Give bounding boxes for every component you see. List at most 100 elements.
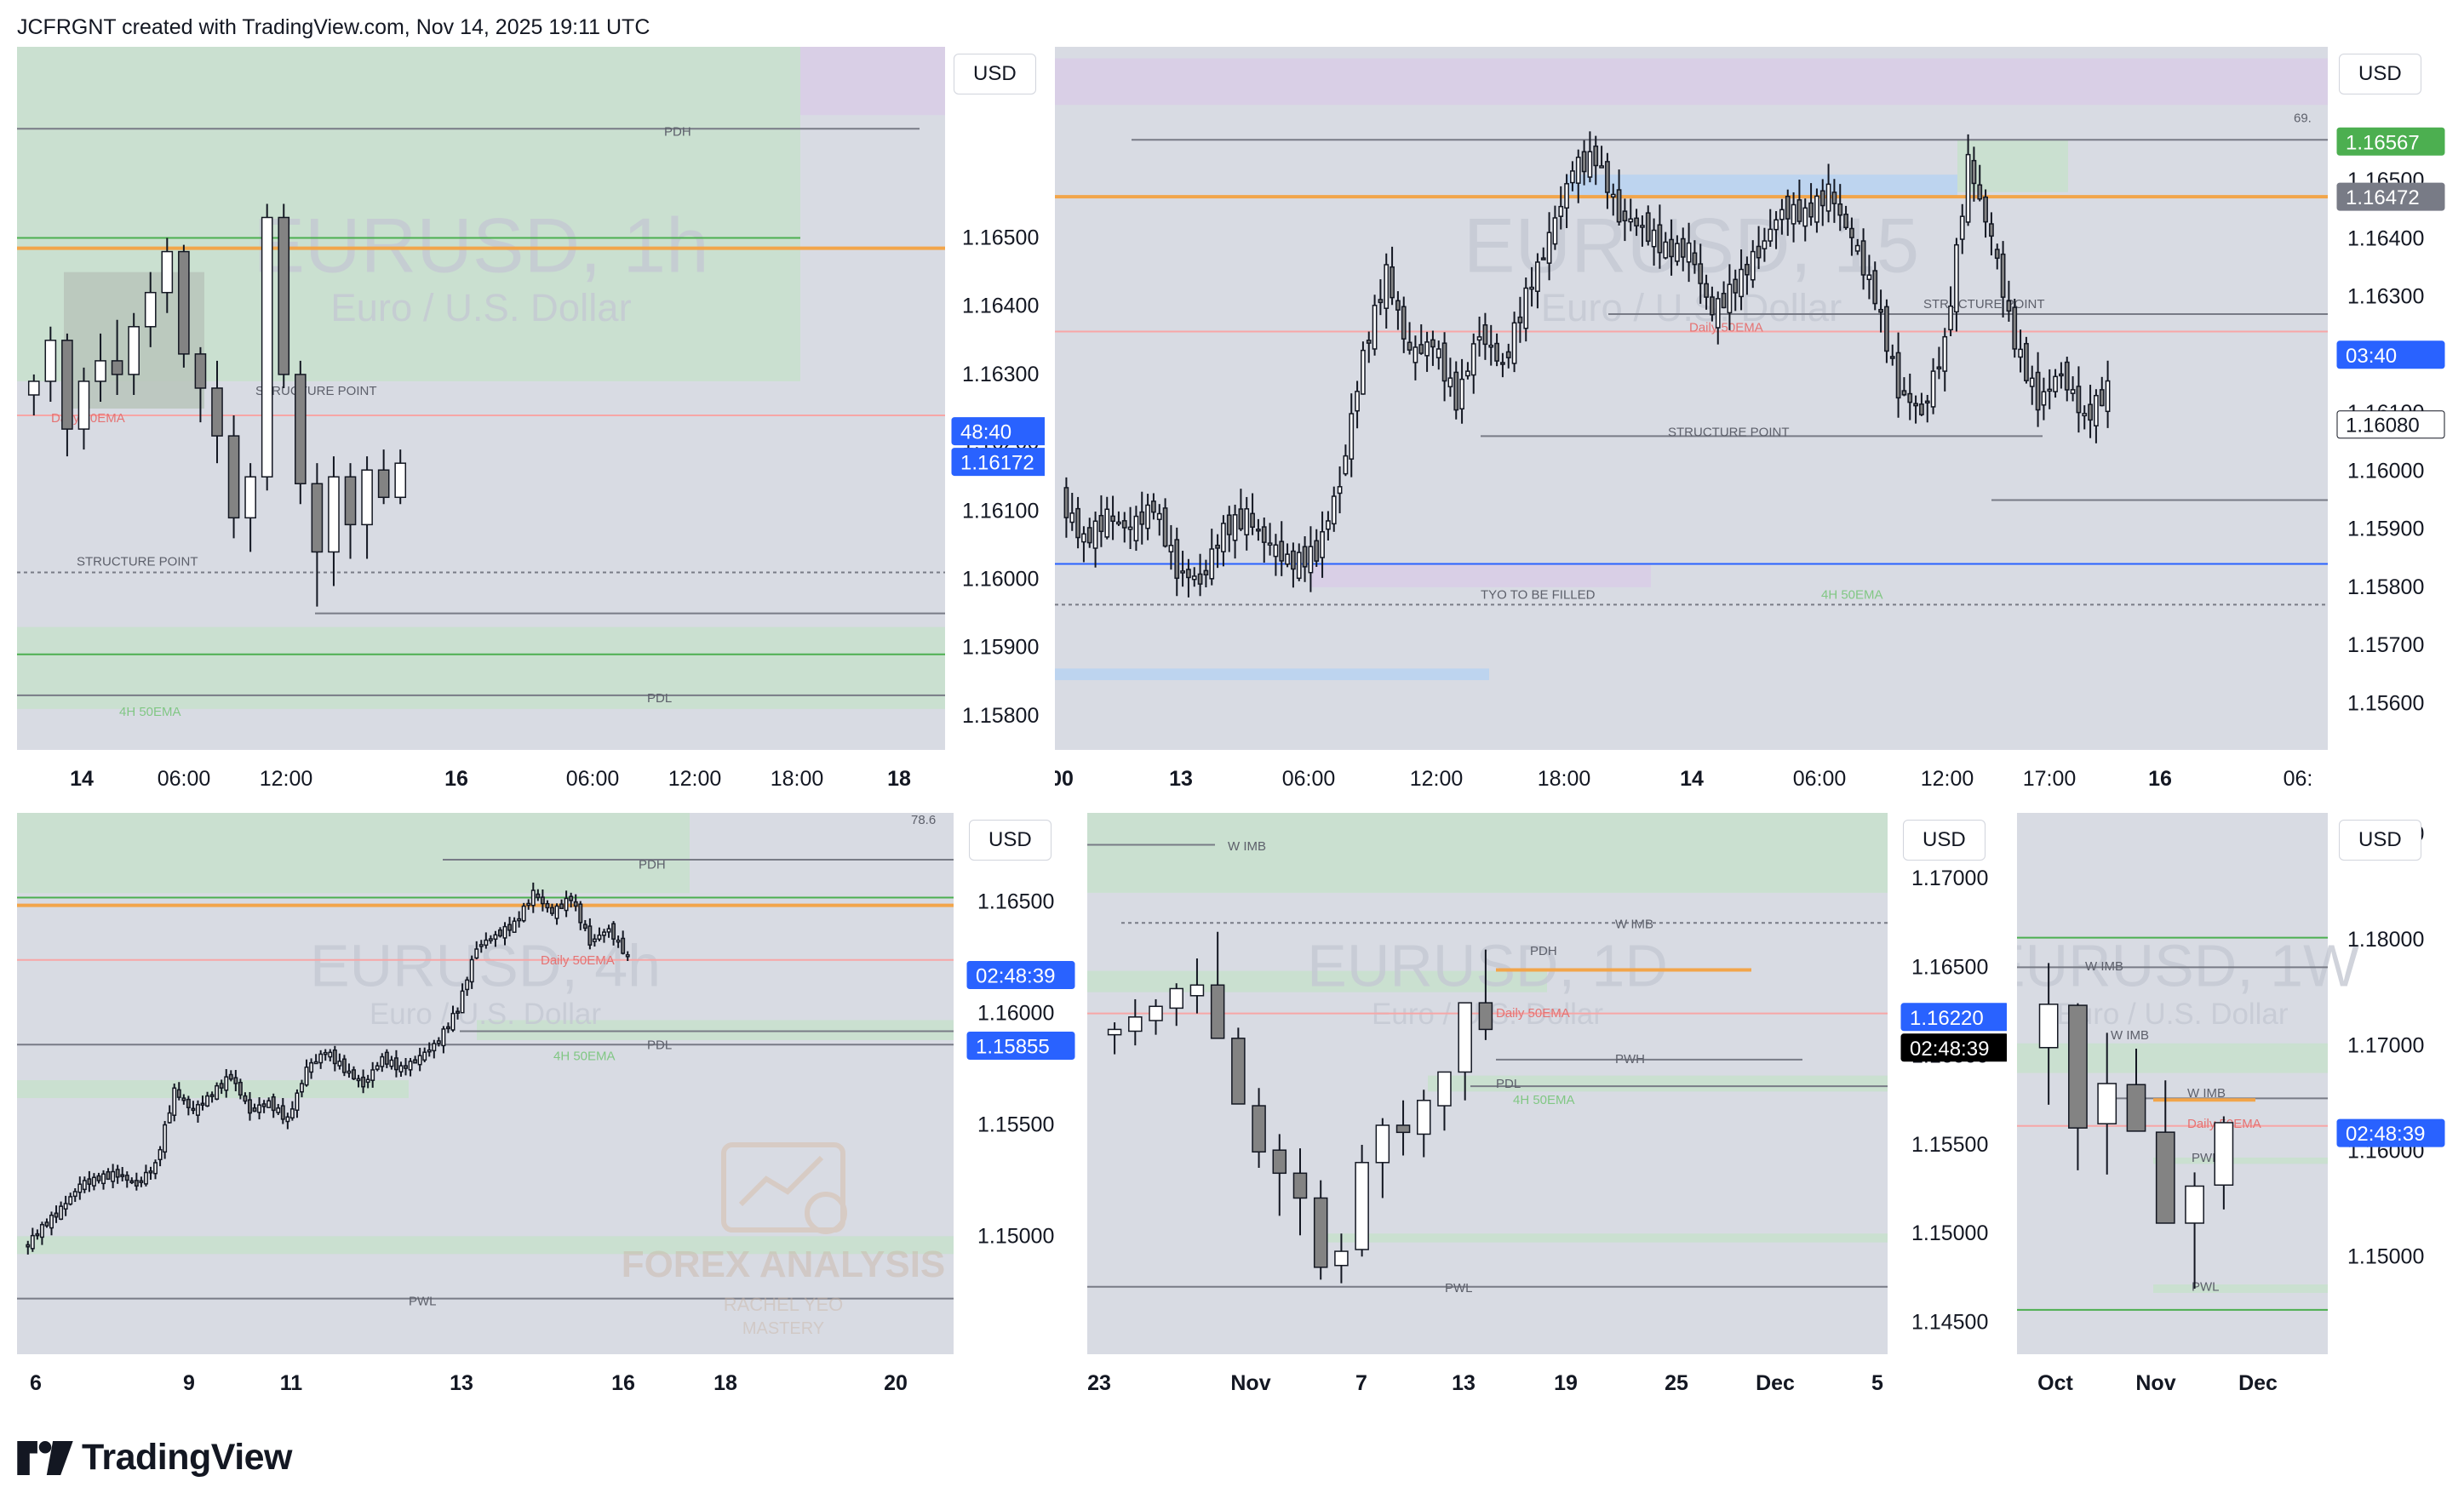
candle	[554, 903, 559, 925]
price-axis-background	[1888, 813, 2007, 1354]
x-tick-label: 12:00	[1410, 767, 1464, 791]
y-tick-label: 1.16100	[962, 499, 1039, 523]
candle	[1610, 183, 1616, 216]
forex-analysis-logo: FOREX ANALYSIS RACHEL YEO MASTERY	[622, 1142, 945, 1338]
currency-button[interactable]: USD	[954, 54, 1036, 94]
x-tick-label: 06:00	[1793, 767, 1847, 791]
candle-body	[361, 469, 373, 526]
annotation-label: 4H 50EMA	[553, 1050, 616, 1064]
candle	[1430, 330, 1435, 366]
footer-brand: TradingView	[17, 1437, 293, 1479]
candle	[1628, 198, 1634, 232]
currency-button[interactable]: USD	[2339, 54, 2421, 94]
candle	[1256, 518, 1261, 541]
candle-body	[1459, 378, 1464, 410]
candle	[1959, 203, 1965, 255]
candle-body	[1314, 540, 1320, 562]
candle-body	[417, 1055, 422, 1066]
candle-body	[1686, 242, 1692, 263]
chart-panel-4h[interactable]: EURUSD, 4h Euro / U.S. Dollar 78.6 PDH Daily…	[17, 813, 1077, 1407]
candle-body	[1401, 306, 1407, 340]
candle-body	[1256, 529, 1261, 532]
x-tick-label: Oct	[2037, 1371, 2073, 1395]
candle	[1174, 527, 1180, 597]
candle	[1540, 247, 1546, 260]
candle-body	[1977, 184, 1983, 200]
x-tick-label: Nov	[1230, 1371, 1270, 1395]
y-tick-label: 1.15900	[2347, 518, 2424, 541]
candle	[1715, 291, 1721, 345]
candle-body	[352, 1069, 356, 1080]
candle	[1837, 184, 1843, 232]
candle-body	[1186, 569, 1191, 579]
candle-body	[176, 1089, 181, 1098]
price-tag: 02:48:39	[1900, 1033, 2007, 1062]
candle	[2006, 280, 2012, 322]
candle-body	[1727, 283, 1733, 314]
candle	[1692, 240, 1698, 274]
candle	[1901, 377, 1907, 397]
candle-body	[1901, 390, 1907, 396]
candle-body	[441, 1028, 446, 1047]
candle-body	[1640, 225, 1645, 228]
candle-body	[261, 216, 273, 478]
candle-body	[1331, 495, 1337, 525]
candle-body	[1482, 324, 1488, 346]
candle	[337, 1053, 342, 1070]
price-tag-box	[1900, 1003, 2007, 1032]
candle	[266, 1097, 272, 1108]
candle	[370, 1061, 375, 1088]
candle	[1488, 324, 1494, 366]
candle-body	[243, 1095, 248, 1102]
candle	[1884, 299, 1889, 363]
candle-body	[1110, 515, 1115, 523]
candle-body	[328, 476, 340, 553]
candle	[30, 1227, 35, 1252]
candle	[507, 917, 513, 937]
price-axis-background	[2328, 47, 2447, 750]
candle-body	[1417, 1100, 1431, 1135]
candle	[1437, 1071, 1452, 1131]
candle-body	[257, 1104, 262, 1113]
candle-body	[465, 979, 470, 991]
candle	[2064, 357, 2070, 402]
candle	[1936, 346, 1942, 380]
y-tick-label: 1.16500	[1911, 955, 1988, 979]
candle-body	[205, 1095, 210, 1107]
y-tick-label: 1.15800	[2347, 575, 2424, 599]
candle-body	[1517, 316, 1523, 323]
candle	[1756, 226, 1762, 270]
candle-body	[2070, 389, 2076, 394]
candle-body	[167, 1112, 172, 1124]
candle-body	[1413, 346, 1418, 363]
currency-button[interactable]: USD	[2339, 820, 2421, 861]
candle	[2082, 405, 2088, 430]
candle	[393, 1050, 398, 1078]
chart-panel-1h[interactable]: EURUSD, 1h Euro / U.S. Dollar PDH STRUCTURE…	[17, 47, 1045, 803]
candle-body	[2126, 1084, 2146, 1132]
candle	[1971, 146, 1977, 202]
candle-body	[1907, 392, 1913, 403]
price-tag-box	[2336, 182, 2445, 211]
candle	[1378, 279, 1384, 316]
candle	[536, 889, 541, 901]
price-tag-label: 1.16080	[2346, 415, 2420, 438]
currency-button[interactable]: USD	[969, 820, 1051, 861]
candle-body	[427, 1049, 432, 1053]
candle-body	[1390, 266, 1395, 299]
candle	[91, 1173, 96, 1191]
chart-panel-15m[interactable]: EURUSD, 15 Euro / U.S. Dollar 69. STRUCTURE…	[1055, 47, 2447, 803]
candle	[95, 333, 106, 403]
candle-body	[1261, 526, 1267, 543]
currency-button[interactable]: USD	[1903, 820, 1986, 861]
x-tick-label: Dec	[2238, 1371, 2278, 1395]
candle	[54, 1205, 59, 1223]
candle-body	[2035, 371, 2041, 411]
candle	[1570, 161, 1575, 192]
candle-body	[82, 1180, 87, 1191]
candle-body	[1441, 342, 1447, 382]
candle-body	[1919, 403, 1924, 415]
chart-panel-1w[interactable]: EURUSD, 1W Euro / U.S. Dollar W IMB W IMB W …	[2017, 813, 2447, 1407]
price-tag-box	[2336, 340, 2445, 369]
